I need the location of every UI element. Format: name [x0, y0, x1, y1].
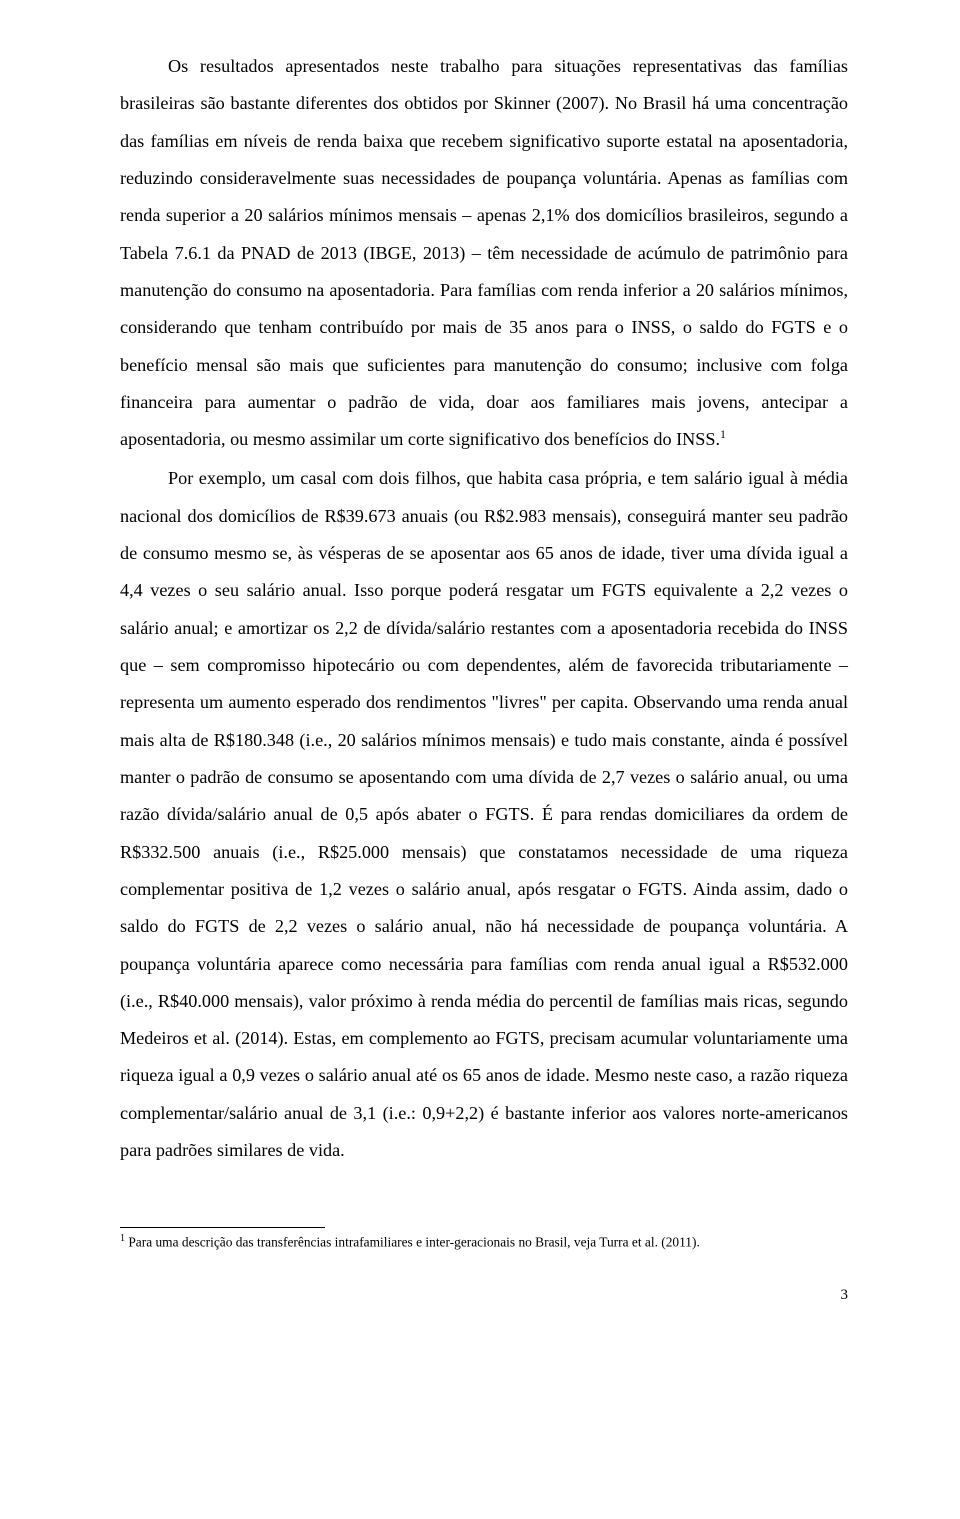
footnote-separator: [120, 1227, 325, 1228]
footnote-text: Para uma descrição das transferências in…: [125, 1235, 700, 1250]
footnote-1: 1 Para uma descrição das transferências …: [120, 1232, 848, 1252]
footnote-ref-1: 1: [720, 429, 726, 441]
paragraph-1-text: Os resultados apresentados neste trabalh…: [120, 56, 848, 449]
body-paragraph-2: Por exemplo, um casal com dois filhos, q…: [120, 460, 848, 1169]
page-number: 3: [120, 1280, 848, 1311]
body-paragraph-1: Os resultados apresentados neste trabalh…: [120, 48, 848, 458]
